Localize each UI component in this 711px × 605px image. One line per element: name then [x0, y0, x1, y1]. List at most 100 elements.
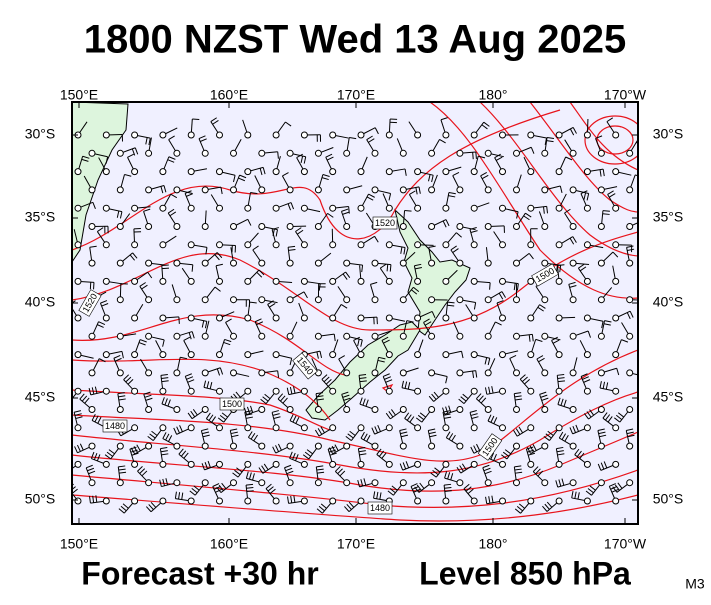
barb-station	[372, 150, 378, 156]
barb-station	[301, 425, 307, 431]
lon-label: 170°E	[337, 536, 375, 552]
barb-station	[75, 461, 81, 467]
barb-station	[202, 370, 208, 376]
barb-station	[584, 169, 590, 175]
barb-station	[344, 260, 350, 266]
map-background	[72, 102, 638, 524]
barb-station	[132, 278, 138, 284]
barb-station	[457, 333, 463, 339]
barb-station	[358, 169, 364, 175]
barb-station	[146, 224, 152, 230]
lon-label: 170°E	[337, 87, 375, 103]
barb-station	[160, 205, 166, 211]
barb-station	[202, 297, 208, 303]
barb-station	[117, 224, 123, 230]
barb-station	[188, 425, 194, 431]
barb-station	[415, 461, 421, 467]
barb-station	[386, 278, 392, 284]
barb-station	[386, 388, 392, 394]
barb-station	[627, 370, 633, 376]
barb-station	[514, 333, 520, 339]
barb-station	[598, 443, 604, 449]
lon-label: 150°E	[60, 536, 98, 552]
barb-station	[89, 480, 95, 486]
barb-station	[259, 370, 265, 376]
barb-station	[315, 187, 321, 193]
barb-station	[117, 260, 123, 266]
barb-station	[386, 315, 392, 321]
barb-station	[231, 260, 237, 266]
barb-station	[245, 352, 251, 358]
barb-station	[514, 150, 520, 156]
barb-station	[443, 132, 449, 138]
barb-station	[415, 388, 421, 394]
barb-station	[174, 480, 180, 486]
barb-station	[457, 480, 463, 486]
barb-station	[259, 297, 265, 303]
barb-station	[160, 132, 166, 138]
barb-station	[75, 315, 81, 321]
barb-station	[273, 242, 279, 248]
barb-station	[556, 461, 562, 467]
barb-station	[188, 388, 194, 394]
barb-station	[613, 388, 619, 394]
barb-station	[273, 352, 279, 358]
barb-station	[415, 425, 421, 431]
barb-station	[273, 425, 279, 431]
barb-station	[188, 498, 194, 504]
barb-station	[202, 224, 208, 230]
barb-station	[174, 150, 180, 156]
barb-station	[132, 169, 138, 175]
barb-station	[287, 150, 293, 156]
barb-station	[598, 370, 604, 376]
barb-flag	[603, 211, 610, 212]
barb-station	[542, 187, 548, 193]
barb-station	[429, 333, 435, 339]
barb-station	[174, 333, 180, 339]
barb-station	[556, 242, 562, 248]
barb-station	[400, 370, 406, 376]
barb-station	[584, 498, 590, 504]
contour-label-text: 1480	[370, 503, 390, 513]
barb-station	[514, 407, 520, 413]
barb-station	[443, 352, 449, 358]
barb-station	[217, 169, 223, 175]
barb-station	[132, 205, 138, 211]
barb-station	[301, 461, 307, 467]
barb-station	[245, 315, 251, 321]
barb-station	[613, 242, 619, 248]
barb-station	[528, 278, 534, 284]
barb-station	[598, 297, 604, 303]
barb-station	[117, 443, 123, 449]
barb-station	[485, 407, 491, 413]
barb-station	[613, 315, 619, 321]
barb-station	[315, 407, 321, 413]
barb-station	[598, 407, 604, 413]
barb-station	[570, 224, 576, 230]
barb-station	[471, 498, 477, 504]
barb-station	[202, 407, 208, 413]
barb-station	[330, 278, 336, 284]
barb-station	[627, 150, 633, 156]
barb-station	[231, 480, 237, 486]
barb-station	[584, 461, 590, 467]
barb-station	[471, 352, 477, 358]
barb-station	[231, 187, 237, 193]
barb-station	[174, 443, 180, 449]
barb-station	[514, 480, 520, 486]
barb-station	[287, 443, 293, 449]
barb-station	[556, 205, 562, 211]
lat-label: 40°S	[653, 294, 684, 310]
barb-station	[556, 132, 562, 138]
barb-station	[457, 187, 463, 193]
barb-station	[627, 480, 633, 486]
barb-station	[202, 443, 208, 449]
lat-label: 35°S	[25, 209, 56, 225]
barb-station	[584, 132, 590, 138]
barb-station	[344, 370, 350, 376]
barb-station	[188, 242, 194, 248]
barb-station	[500, 425, 506, 431]
barb-station	[613, 205, 619, 211]
barb-station	[429, 480, 435, 486]
barb-flag	[278, 152, 279, 159]
